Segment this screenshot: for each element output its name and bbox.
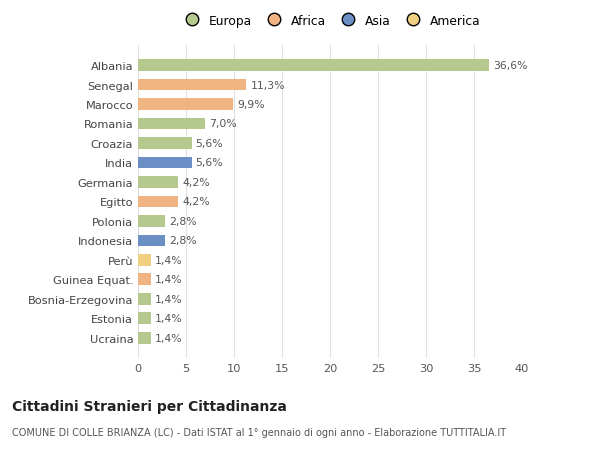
Text: 36,6%: 36,6%: [493, 61, 528, 71]
Text: 1,4%: 1,4%: [155, 313, 183, 324]
Text: 2,8%: 2,8%: [169, 216, 196, 226]
Bar: [138, 216, 165, 227]
Legend: Europa, Africa, Asia, America: Europa, Africa, Asia, America: [179, 15, 481, 28]
Text: 1,4%: 1,4%: [155, 294, 183, 304]
Bar: [138, 157, 192, 169]
Bar: [138, 235, 165, 246]
Bar: [138, 177, 178, 188]
Text: 1,4%: 1,4%: [155, 255, 183, 265]
Text: 9,9%: 9,9%: [237, 100, 265, 110]
Text: 7,0%: 7,0%: [209, 119, 237, 129]
Text: 5,6%: 5,6%: [196, 139, 223, 149]
Bar: [138, 293, 151, 305]
Text: 1,4%: 1,4%: [155, 274, 183, 285]
Bar: [138, 79, 247, 91]
Bar: [138, 60, 490, 72]
Text: Cittadini Stranieri per Cittadinanza: Cittadini Stranieri per Cittadinanza: [12, 399, 287, 413]
Bar: [138, 332, 151, 344]
Bar: [138, 254, 151, 266]
Text: 1,4%: 1,4%: [155, 333, 183, 343]
Bar: [138, 274, 151, 285]
Text: 11,3%: 11,3%: [250, 80, 285, 90]
Bar: [138, 118, 205, 130]
Bar: [138, 99, 233, 111]
Bar: [138, 138, 192, 150]
Text: 4,2%: 4,2%: [182, 178, 210, 188]
Bar: [138, 196, 178, 208]
Text: 4,2%: 4,2%: [182, 197, 210, 207]
Text: 5,6%: 5,6%: [196, 158, 223, 168]
Bar: [138, 313, 151, 325]
Text: COMUNE DI COLLE BRIANZA (LC) - Dati ISTAT al 1° gennaio di ogni anno - Elaborazi: COMUNE DI COLLE BRIANZA (LC) - Dati ISTA…: [12, 427, 506, 437]
Text: 2,8%: 2,8%: [169, 236, 196, 246]
